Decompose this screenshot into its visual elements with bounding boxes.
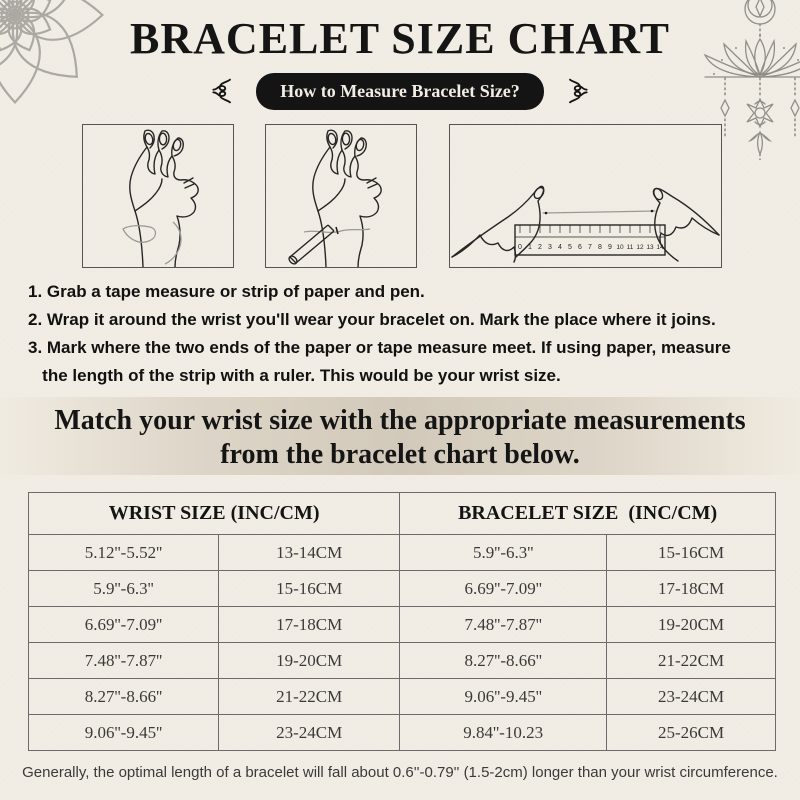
svg-text:1: 1 (528, 244, 532, 251)
svg-text:10: 10 (616, 244, 624, 251)
svg-text:6: 6 (578, 244, 582, 251)
svg-text:12: 12 (636, 244, 644, 251)
svg-text:3: 3 (548, 244, 552, 251)
svg-text:0: 0 (518, 244, 522, 251)
svg-text:2: 2 (538, 244, 542, 251)
svg-text:11: 11 (627, 244, 634, 251)
svg-text:13: 13 (646, 244, 654, 251)
svg-text:8: 8 (598, 244, 602, 251)
svg-text:14: 14 (656, 244, 664, 251)
svg-text:4: 4 (558, 244, 562, 251)
svg-text:7: 7 (588, 244, 592, 251)
svg-text:9: 9 (608, 244, 612, 251)
svg-text:5: 5 (568, 244, 572, 251)
